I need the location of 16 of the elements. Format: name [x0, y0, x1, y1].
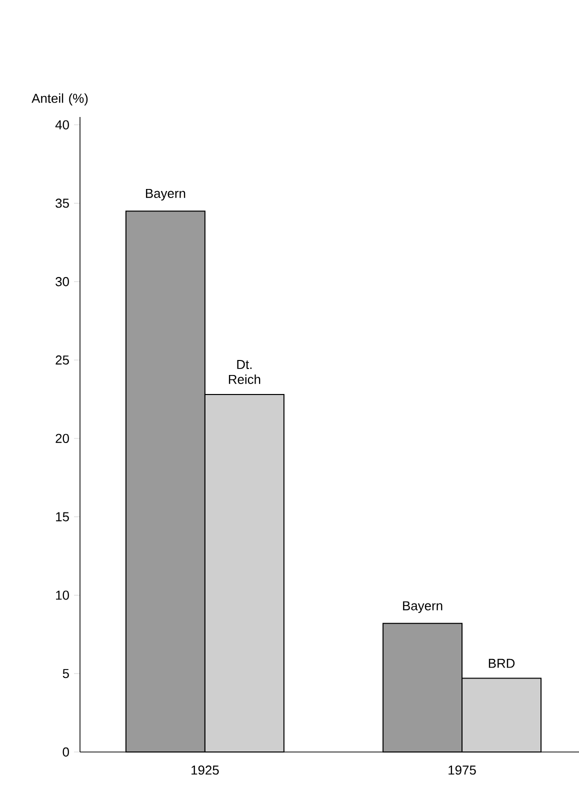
y-axis-title: Anteil (%) [32, 93, 88, 106]
y-tick-label: 35 [56, 198, 69, 208]
y-tick-label: 15 [56, 512, 69, 522]
y-tick-label: 20 [56, 434, 69, 443]
annotation: BRD [488, 658, 515, 668]
y-tick-label: 10 [56, 590, 69, 600]
x-tick-label: 1975 [448, 766, 476, 775]
y-tick-label: 40 [55, 120, 69, 130]
annotation: Dt. Reich [228, 360, 260, 384]
y-tick-label: 5 [62, 669, 69, 678]
text: Bayern [403, 601, 442, 613]
y-tick-label: 0 [62, 747, 69, 757]
series-label: Bayern [146, 188, 186, 201]
y-tick-label: 25 [56, 355, 69, 365]
x-tick-label: 1925 [192, 766, 219, 775]
y-tick-label: 30 [56, 277, 69, 286]
